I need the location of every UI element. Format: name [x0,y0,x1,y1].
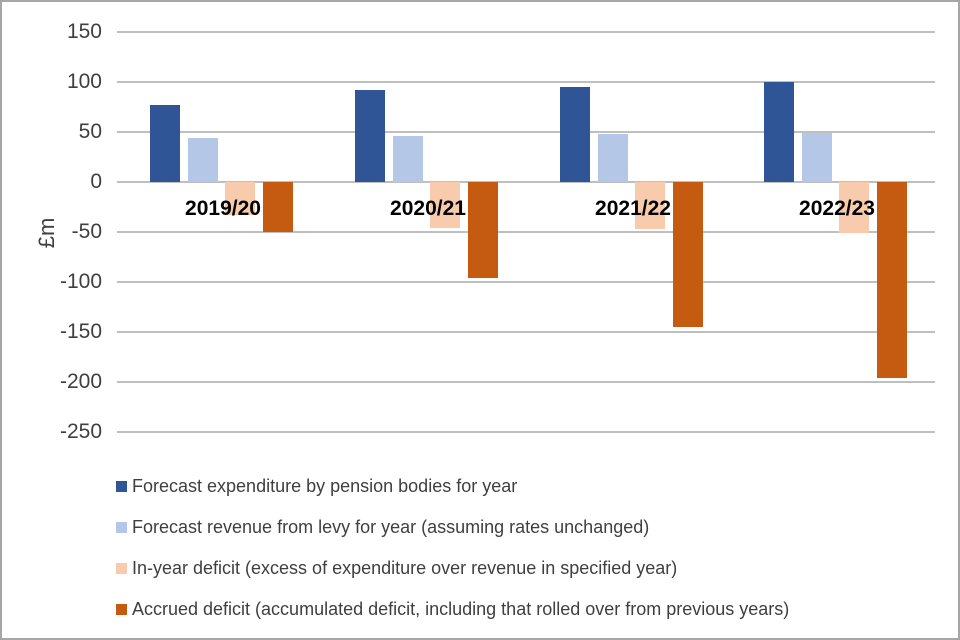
bar-series3-2021-22 [635,182,665,229]
gridline [117,181,935,183]
y-tick-label: -200 [59,370,102,393]
legend-item: Forecast expenditure by pension bodies f… [116,474,517,498]
bar-series3-2022-23 [839,182,869,233]
bar-series2-2019-20 [187,138,218,182]
legend-label: Forecast revenue from levy for year (ass… [132,516,650,537]
legend-label: Accrued deficit (accumulated deficit, in… [132,598,790,619]
bar-series4-2020-21 [467,182,498,278]
category-label: 2022/23 [799,197,875,220]
legend-item: In-year deficit (excess of expenditure o… [116,556,677,580]
legend-swatch-icon [116,562,127,574]
legend-item: Forecast revenue from levy for year (ass… [116,515,649,539]
legend-label: In-year deficit (excess of expenditure o… [132,557,678,578]
gridline [117,81,935,83]
gridline [117,31,935,33]
bar-series2-2020-21 [392,136,423,182]
bar-series1-2019-20 [150,105,180,182]
category-label: 2021/22 [595,197,671,220]
category-label: 2020/21 [390,197,466,220]
y-tick-label: -50 [71,220,102,243]
y-tick-label: -100 [59,270,102,293]
bar-series1-2020-21 [355,90,385,182]
y-tick-label: -250 [59,420,102,443]
bar-series1-2021-22 [560,87,590,182]
bar-series3-2019-20 [225,182,255,215]
bar-series2-2022-23 [801,133,832,182]
bar-series4-2022-23 [876,182,907,378]
gridline [117,131,935,133]
legend-swatch-icon [116,480,127,492]
gridline [117,231,935,233]
bar-series1-2022-23 [764,82,794,182]
gridline [117,331,935,333]
y-tick-label: 150 [66,20,102,43]
bar-series3-2020-21 [430,182,460,228]
legend-item: Accrued deficit (accumulated deficit, in… [116,597,789,621]
gridline [117,431,935,433]
y-tick-label: 100 [66,70,102,93]
y-tick-label: 0 [90,170,102,193]
legend-swatch-icon [116,603,127,615]
bar-series4-2021-22 [672,182,703,327]
gridline [117,281,935,283]
y-tick-label: 50 [78,120,102,143]
category-label: 2019/20 [185,197,261,220]
bar-series4-2019-20 [262,182,293,232]
legend-swatch-icon [116,521,127,533]
gridline [117,381,935,383]
legend-label: Forecast expenditure by pension bodies f… [132,475,518,496]
bar-series2-2021-22 [597,134,628,182]
y-tick-label: -150 [59,320,102,343]
